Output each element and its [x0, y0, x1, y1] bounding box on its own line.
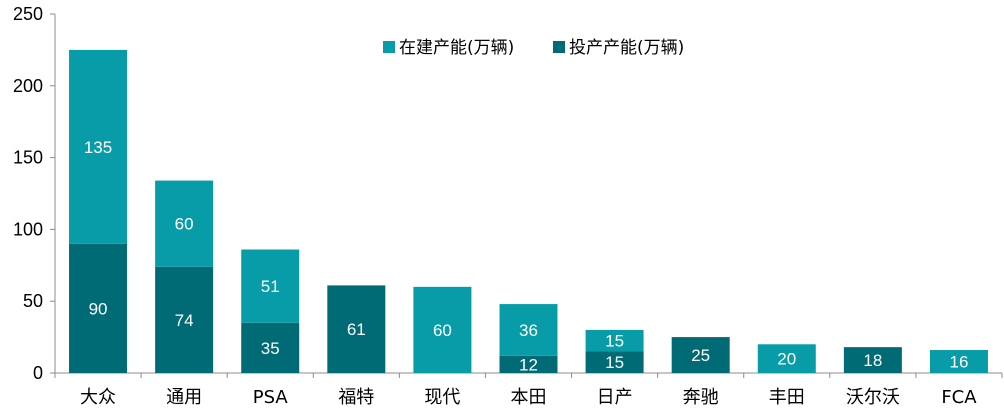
x-category-label: 丰田 [769, 387, 805, 408]
y-tick-label: 50 [23, 291, 43, 311]
data-label: 25 [691, 346, 710, 365]
x-category-label: 本田 [511, 387, 547, 408]
data-label: 51 [261, 277, 280, 296]
data-label: 135 [84, 138, 112, 157]
bar-segment-under-construction [241, 249, 300, 323]
y-tick-label: 150 [13, 148, 43, 168]
legend-swatch [383, 41, 395, 53]
bar-segment-under-construction [585, 329, 644, 352]
y-tick-label: 100 [13, 219, 43, 239]
bars [69, 49, 988, 373]
bar-segment-in-production [671, 337, 730, 373]
data-labels: 90 135 74 60 35 51 61 60 12 36 15 15 25 20 18 16 [84, 138, 969, 375]
data-label: 16 [949, 353, 968, 372]
bar-segment-under-construction [413, 286, 472, 373]
bar-segment-under-construction [69, 49, 128, 244]
y-tick-label: 0 [33, 363, 43, 383]
legend-label: 投产产能(万辆) [569, 38, 684, 58]
data-label: 36 [519, 321, 538, 340]
bar-segment-in-production [241, 322, 300, 373]
x-category-label: 奔驰 [683, 387, 719, 408]
bar-segment-in-production [69, 243, 128, 373]
x-category-label: FCA [941, 387, 977, 408]
bar-segment-under-construction [929, 350, 988, 373]
bar-segment-in-production [585, 351, 644, 373]
data-label: 61 [347, 320, 366, 339]
data-label: 12 [519, 355, 538, 374]
data-label: 20 [777, 350, 796, 369]
bar-segment-in-production [499, 355, 558, 373]
data-label: 60 [433, 321, 452, 340]
legend-label: 在建产能(万辆) [399, 38, 514, 58]
axes: 0 50 100 150 200 250 大众 通用 PSA 福特 现代 本田 日产 奔驰 丰田 沃尔沃 FCA [13, 4, 1003, 408]
data-label: 15 [605, 353, 624, 372]
bar-segment-under-construction [757, 344, 816, 373]
bar-segment-under-construction [155, 180, 214, 267]
legend: 在建产能(万辆) 投产产能(万辆) [383, 38, 684, 58]
data-label: 90 [89, 299, 108, 318]
bar-segment-under-construction [499, 304, 558, 356]
data-label: 74 [175, 311, 194, 330]
data-label: 35 [261, 339, 280, 358]
y-tick-label: 250 [13, 4, 43, 24]
bar-segment-in-production [327, 285, 386, 373]
y-tick-label: 200 [13, 76, 43, 96]
x-category-label: PSA [253, 387, 289, 408]
x-category-label: 福特 [338, 387, 374, 408]
x-category-label: 沃尔沃 [846, 387, 900, 408]
data-label: 15 [605, 332, 624, 351]
bar-segment-in-production [843, 347, 902, 373]
data-label: 60 [175, 215, 194, 234]
data-label: 18 [863, 351, 882, 370]
x-category-label: 大众 [80, 387, 116, 408]
legend-swatch [553, 41, 565, 53]
x-category-label: 通用 [166, 387, 202, 408]
x-category-label: 日产 [597, 387, 633, 408]
bar-segment-in-production [155, 266, 214, 373]
x-category-label: 现代 [424, 387, 460, 408]
